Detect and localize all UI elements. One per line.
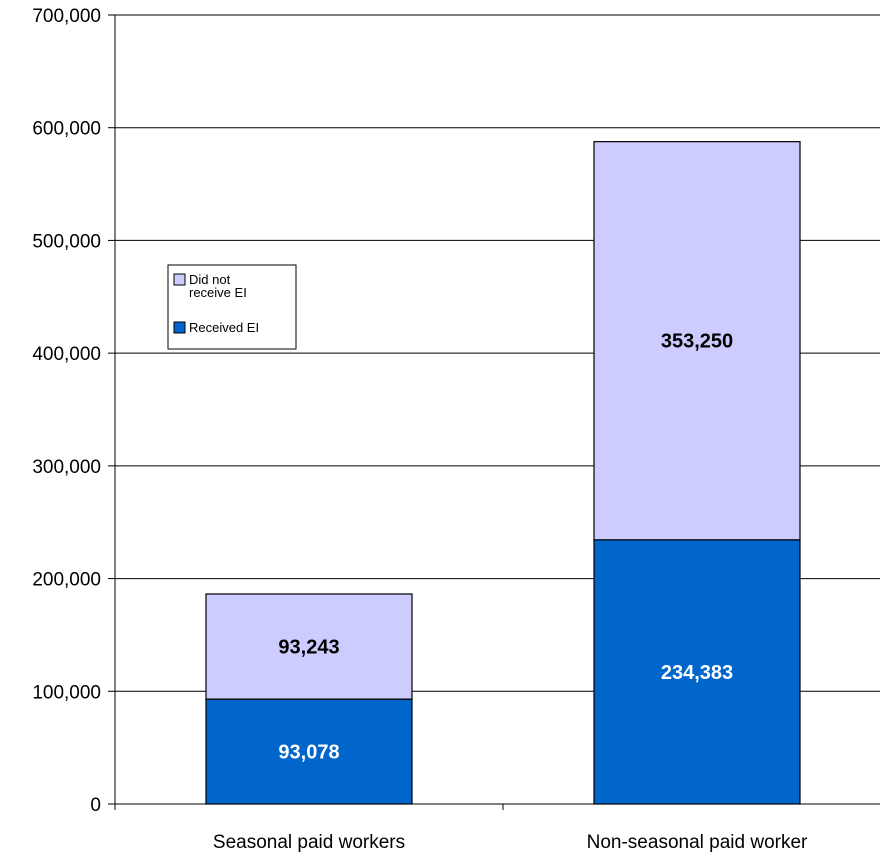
legend-swatch — [173, 273, 186, 286]
legend-label: receive EI — [189, 285, 247, 300]
data-labels: 93,078 93,243 234,383 353,250 — [278, 331, 733, 764]
y-tick-label: 300,000 — [32, 457, 101, 478]
axes — [108, 14, 880, 810]
y-tick-label: 600,000 — [32, 119, 101, 140]
legend-box — [167, 264, 297, 350]
y-tick-label: 500,000 — [32, 231, 101, 252]
y-tick-label: 0 — [90, 795, 101, 816]
x-category-label: Non-seasonal paid worker — [587, 832, 808, 853]
gridlines — [115, 14, 880, 692]
y-tick-label: 400,000 — [32, 344, 101, 365]
data-label: 93,078 — [278, 742, 339, 764]
y-tick-label: 200,000 — [32, 570, 101, 591]
data-label: 93,243 — [278, 637, 339, 659]
legend-label: Received EI — [189, 320, 259, 335]
y-tick-labels: 0 100,000 200,000 300,000 400,000 500,000 600,… — [32, 6, 101, 816]
bar-segment — [593, 141, 801, 541]
y-tick-label: 700,000 — [32, 6, 101, 27]
bar-segment — [593, 539, 801, 805]
bar-segment — [205, 593, 413, 700]
x-category-label: Seasonal paid workers — [213, 832, 405, 853]
data-label: 234,383 — [661, 662, 733, 684]
x-category-labels: Seasonal paid workers Non-seasonal paid w… — [213, 832, 808, 853]
legend-swatch — [173, 321, 186, 334]
data-label: 353,250 — [661, 331, 733, 353]
y-tick-label: 100,000 — [32, 682, 101, 703]
bars — [205, 141, 801, 805]
legend-label: Did not — [189, 272, 231, 287]
